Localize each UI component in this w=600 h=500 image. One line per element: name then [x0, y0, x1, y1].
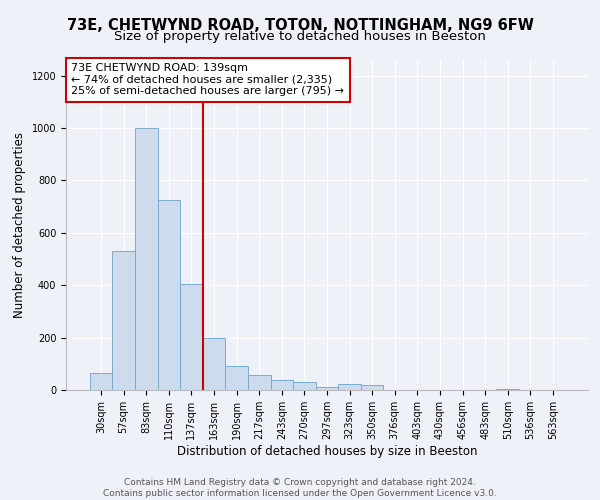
Bar: [361, 386, 383, 390]
Bar: [112, 251, 135, 390]
Text: 73E CHETWYND ROAD: 139sqm
← 74% of detached houses are smaller (2,335)
25% of se: 73E CHETWYND ROAD: 139sqm ← 74% of detac…: [71, 64, 344, 96]
Bar: [248, 375, 271, 390]
Bar: [293, 382, 316, 390]
X-axis label: Distribution of detached houses by size in Beeston: Distribution of detached houses by size …: [177, 444, 477, 458]
Text: 73E, CHETWYND ROAD, TOTON, NOTTINGHAM, NG9 6FW: 73E, CHETWYND ROAD, TOTON, NOTTINGHAM, N…: [67, 18, 533, 32]
Bar: [338, 384, 361, 390]
Bar: [158, 200, 180, 390]
Text: Contains HM Land Registry data © Crown copyright and database right 2024.
Contai: Contains HM Land Registry data © Crown c…: [103, 478, 497, 498]
Bar: [316, 388, 338, 390]
Bar: [135, 128, 158, 390]
Bar: [226, 366, 248, 390]
Bar: [271, 380, 293, 390]
Text: Size of property relative to detached houses in Beeston: Size of property relative to detached ho…: [114, 30, 486, 43]
Bar: [90, 373, 112, 390]
Y-axis label: Number of detached properties: Number of detached properties: [13, 132, 26, 318]
Bar: [180, 284, 203, 390]
Bar: [203, 338, 226, 390]
Bar: [496, 388, 519, 390]
